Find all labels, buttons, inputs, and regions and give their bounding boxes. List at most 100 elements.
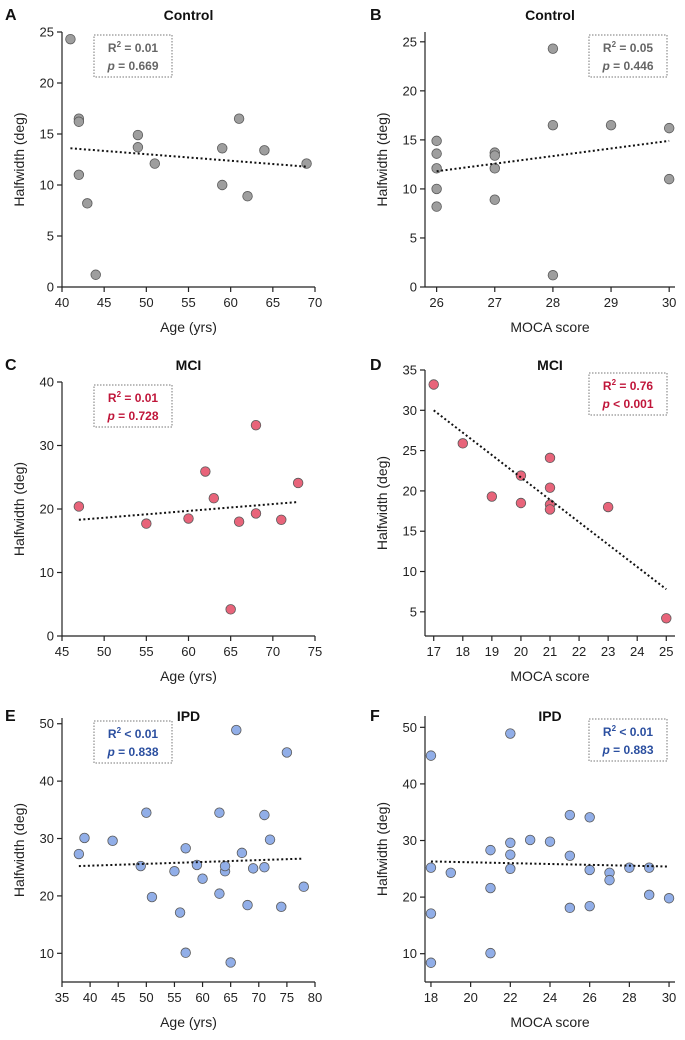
data-point [225,957,236,968]
panel-e: E IPD 10 20 30 40 50 35 40 45 50 55 60 65 70 75 80 Age (y… [5,708,322,1030]
data-point [217,143,228,154]
data-point [298,881,309,892]
data-point [515,497,527,509]
p-symbol: p [106,745,114,759]
data-point [605,119,617,131]
y-tick-label: 10 [403,181,417,196]
data-point [281,747,293,758]
y-axis-label: Halfwidth (deg) [11,803,27,897]
x-tick-label: 50 [139,990,153,1005]
data-point [82,198,93,209]
p-value-text: p = 0.669 [106,59,158,73]
x-tick-label: 21 [543,644,557,659]
data-point [663,893,675,904]
y-tick-label: 40 [40,375,54,390]
x-tick-label: 65 [223,644,237,659]
r-squared-symbol: R [108,727,117,741]
y-tick-label: 15 [40,127,54,142]
r-squared-text: R2 < 0.01 [108,726,158,741]
data-point [276,514,287,525]
x-axis-label: MOCA score [510,1014,590,1030]
data-point [431,148,442,159]
data-point [73,848,85,860]
p-value: < 0.001 [610,397,654,411]
y-tick-label: 5 [410,604,417,619]
y-tick-label: 10 [40,565,54,580]
data-point [425,957,437,968]
data-point [457,438,468,449]
data-point [661,613,672,624]
panel-letter: C [5,357,17,374]
x-tick-label: 50 [139,295,153,310]
y-axis-label: Halfwidth (deg) [11,112,27,206]
data-point [242,191,253,202]
r-squared-value: = 0.05 [616,41,653,55]
panel-b: B Control 0 5 10 15 20 25 26 27 28 29 30 MOCA score Ha… [370,7,676,335]
data-point [425,862,437,873]
data-point [584,900,595,912]
data-point [547,270,559,281]
r-squared-symbol: R [603,725,612,739]
r-squared-value: = 0.01 [121,391,158,405]
y-tick-label: 35 [403,363,417,378]
regression-line [433,409,667,591]
y-axis-label: Halfwidth (deg) [374,456,390,550]
regression-line [436,139,670,173]
x-tick-label: 60 [181,644,195,659]
x-axis-label: Age (yrs) [160,1014,217,1030]
data-point [663,173,675,185]
p-value: = 0.446 [610,59,654,73]
data-point [425,750,437,761]
data-point [602,501,614,513]
x-tick-label: 22 [503,990,517,1005]
p-symbol: p [106,409,114,423]
r-squared-superscript: 2 [612,724,617,733]
x-tick-label: 55 [181,295,195,310]
data-point [644,862,655,873]
regression-line [430,860,670,868]
data-point [663,122,675,134]
data-point [149,158,160,169]
y-tick-label: 10 [403,946,417,961]
y-tick-label: 0 [410,280,417,295]
data-point [604,874,615,886]
x-tick-label: 35 [55,990,69,1005]
data-point [292,477,304,489]
x-tick-label: 20 [463,990,477,1005]
p-value-text: p = 0.838 [106,745,158,759]
r-squared-value: < 0.01 [121,727,158,741]
p-value-text: p = 0.446 [601,59,653,73]
data-point [505,863,516,875]
y-tick-label: 25 [403,34,417,49]
data-point [584,812,595,823]
r-squared-text: R2 < 0.01 [603,724,653,739]
chart-title: Control [525,7,575,23]
panel-letter: F [370,708,380,725]
x-tick-label: 55 [167,990,181,1005]
data-point [276,901,287,913]
data-point [431,183,442,195]
r-squared-superscript: 2 [612,40,617,49]
r-squared-value: < 0.01 [616,725,653,739]
data-point [564,902,576,914]
r-squared-text: R2 = 0.01 [108,40,158,55]
x-tick-label: 70 [308,295,322,310]
x-tick-label: 20 [514,644,528,659]
x-tick-label: 25 [659,644,673,659]
x-tick-label: 23 [601,644,615,659]
data-point [141,518,152,529]
r-squared-symbol: R [108,391,117,405]
data-point [489,194,500,205]
data-point [73,116,85,127]
x-tick-label: 22 [572,644,586,659]
stats-box [588,718,668,762]
data-point [233,516,245,527]
data-point [544,482,556,493]
data-point [485,947,496,959]
data-point [250,419,262,431]
x-tick-label: 27 [488,295,502,310]
data-point [505,837,516,848]
x-tick-label: 65 [266,295,280,310]
x-tick-label: 30 [662,295,676,310]
